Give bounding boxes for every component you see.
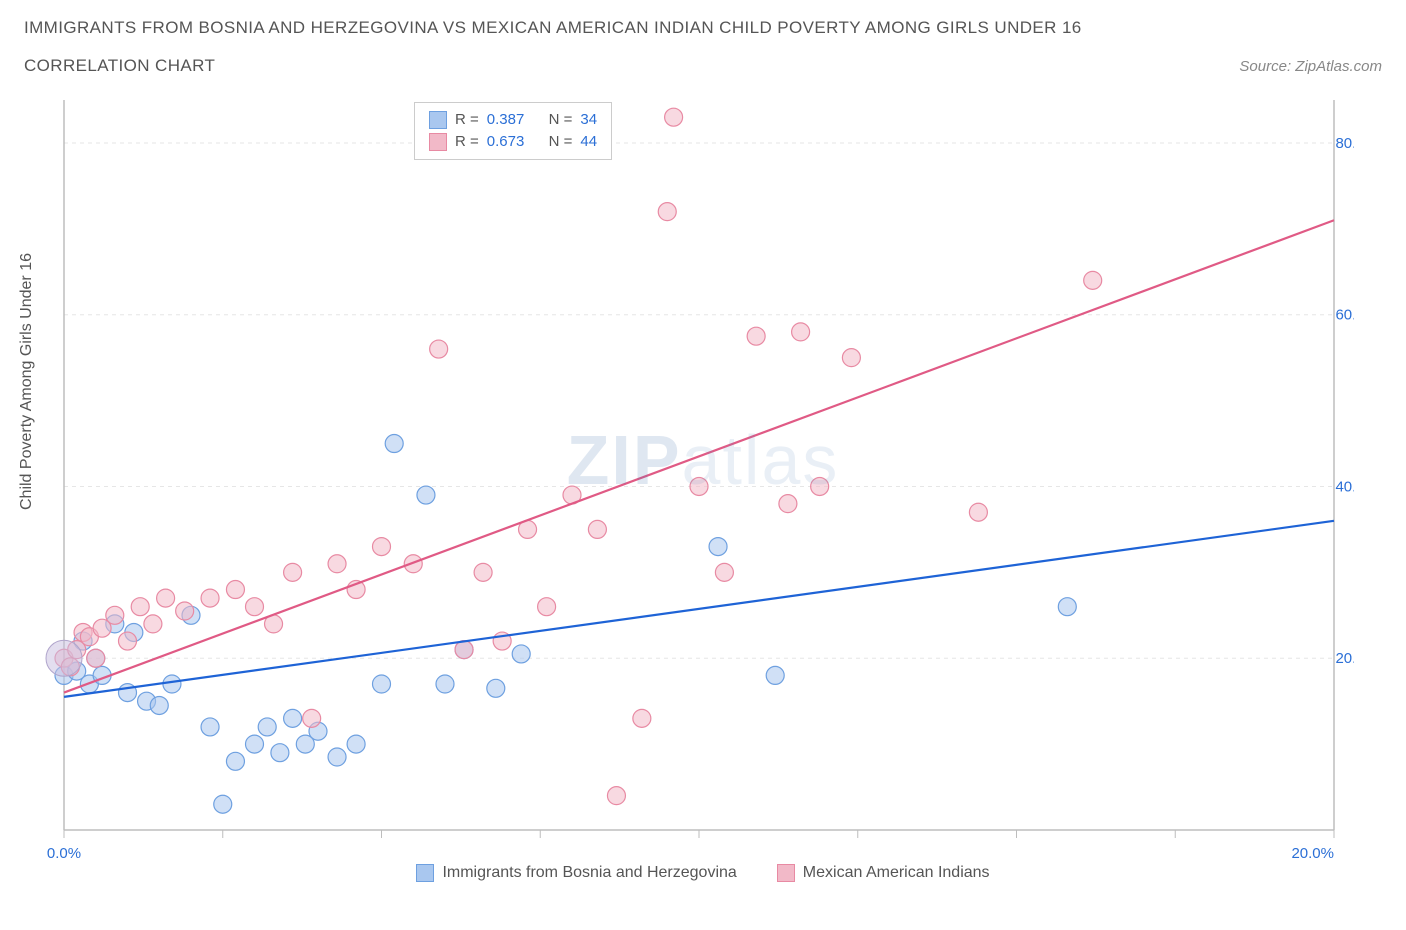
stats-row-bosnia: R = 0.387 N = 34 xyxy=(429,109,597,131)
n-prefix: N = xyxy=(549,131,573,153)
legend-item-mexican: Mexican American Indians xyxy=(777,864,990,882)
chart-source: Source: ZipAtlas.com xyxy=(1239,58,1382,75)
legend-item-bosnia: Immigrants from Bosnia and Herzegovina xyxy=(416,864,736,882)
svg-text:0.0%: 0.0% xyxy=(47,845,81,862)
legend-swatch-bosnia xyxy=(416,864,434,882)
svg-text:60.0%: 60.0% xyxy=(1335,307,1354,324)
chart-title: IMMIGRANTS FROM BOSNIA AND HERZEGOVINA V… xyxy=(24,18,1382,38)
r-prefix: R = xyxy=(455,131,479,153)
swatch-bosnia xyxy=(429,111,447,129)
n-prefix: N = xyxy=(549,109,573,131)
y-axis-label: Child Poverty Among Girls Under 16 xyxy=(18,253,36,510)
r-value-bosnia: 0.387 xyxy=(487,109,525,131)
series-legend: Immigrants from Bosnia and Herzegovina M… xyxy=(24,864,1382,882)
chart-subtitle: CORRELATION CHART xyxy=(24,56,215,76)
n-value-bosnia: 34 xyxy=(580,109,597,131)
stats-legend: R = 0.387 N = 34 R = 0.673 N = 44 xyxy=(414,102,612,160)
r-prefix: R = xyxy=(455,109,479,131)
legend-swatch-mexican xyxy=(777,864,795,882)
scatter-chart: 20.0% 40.0% 60.0% 80.0% 0.0% 20.0% xyxy=(24,90,1354,900)
swatch-mexican xyxy=(429,133,447,151)
svg-text:20.0%: 20.0% xyxy=(1335,650,1354,667)
source-name: ZipAtlas.com xyxy=(1295,58,1382,75)
chart-header: IMMIGRANTS FROM BOSNIA AND HERZEGOVINA V… xyxy=(0,0,1406,76)
legend-label-bosnia: Immigrants from Bosnia and Herzegovina xyxy=(442,864,736,882)
n-value-mexican: 44 xyxy=(580,131,597,153)
svg-text:40.0%: 40.0% xyxy=(1335,478,1354,495)
svg-text:20.0%: 20.0% xyxy=(1291,845,1334,862)
legend-label-mexican: Mexican American Indians xyxy=(803,864,990,882)
chart-area: Child Poverty Among Girls Under 16 ZIPat… xyxy=(24,90,1382,900)
stats-row-mexican: R = 0.673 N = 44 xyxy=(429,131,597,153)
source-prefix: Source: xyxy=(1239,58,1295,75)
svg-text:80.0%: 80.0% xyxy=(1335,135,1354,152)
r-value-mexican: 0.673 xyxy=(487,131,525,153)
